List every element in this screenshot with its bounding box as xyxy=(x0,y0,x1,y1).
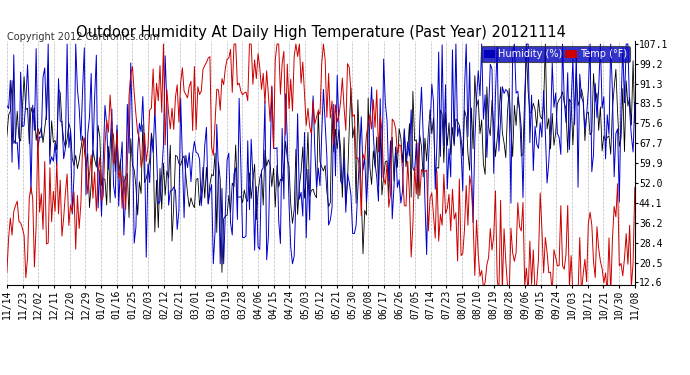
Title: Outdoor Humidity At Daily High Temperature (Past Year) 20121114: Outdoor Humidity At Daily High Temperatu… xyxy=(76,25,566,40)
Text: Copyright 2012 Cartronics.com: Copyright 2012 Cartronics.com xyxy=(7,32,159,42)
Legend: Humidity (%), Temp (°F): Humidity (%), Temp (°F) xyxy=(481,46,630,62)
